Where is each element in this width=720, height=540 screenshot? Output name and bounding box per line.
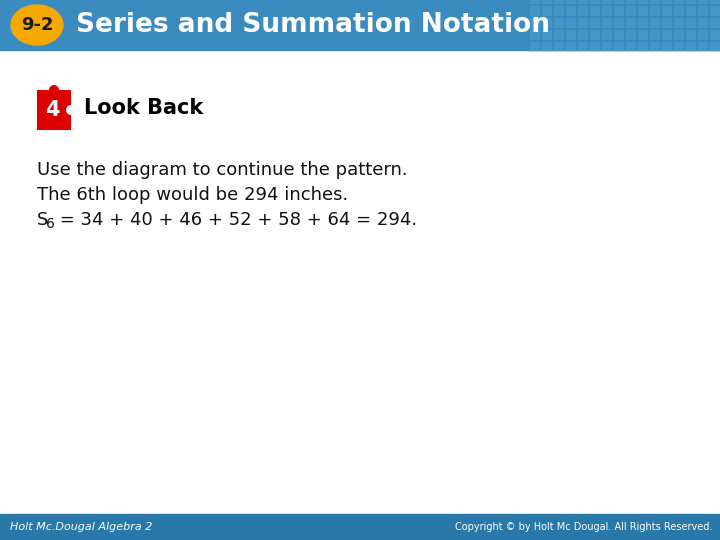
Bar [638, 42, 648, 52]
Text: Copyright © by Holt Mc Dougal. All Rights Reserved.: Copyright © by Holt Mc Dougal. All Right… [454, 522, 712, 532]
Bar [710, 18, 720, 28]
Bar [602, 0, 612, 4]
Bar [566, 30, 576, 40]
Bar [554, 42, 564, 52]
Bar [566, 42, 576, 52]
Text: = 34 + 40 + 46 + 52 + 58 + 64 = 294.: = 34 + 40 + 46 + 52 + 58 + 64 = 294. [54, 211, 417, 229]
Bar [698, 0, 708, 4]
Bar [554, 6, 564, 16]
Bar [602, 30, 612, 40]
Bar [37, 90, 71, 130]
Bar [710, 42, 720, 52]
Bar [674, 18, 684, 28]
Text: Series and Summation Notation: Series and Summation Notation [76, 12, 550, 38]
Bar [650, 42, 660, 52]
Bar [542, 0, 552, 4]
Bar [590, 42, 600, 52]
Bar [554, 18, 564, 28]
Ellipse shape [11, 5, 63, 45]
Bar [566, 6, 576, 16]
Bar [626, 6, 636, 16]
Bar [578, 6, 588, 16]
Text: Use the diagram to continue the pattern.: Use the diagram to continue the pattern. [37, 161, 408, 179]
Bar [674, 30, 684, 40]
Bar [698, 18, 708, 28]
Bar [602, 42, 612, 52]
Bar [578, 42, 588, 52]
Bar [614, 42, 624, 52]
Bar [650, 18, 660, 28]
Text: 9-2: 9-2 [21, 16, 53, 34]
Bar [662, 30, 672, 40]
Bar [602, 18, 612, 28]
Circle shape [66, 105, 76, 115]
Bar [710, 6, 720, 16]
Bar [542, 18, 552, 28]
Bar [554, 0, 564, 4]
Bar [698, 6, 708, 16]
Text: S: S [37, 211, 48, 229]
Bar [662, 18, 672, 28]
Bar [590, 0, 600, 4]
Bar [686, 30, 696, 40]
Bar [590, 18, 600, 28]
Text: Look Back: Look Back [84, 98, 203, 118]
Bar [662, 42, 672, 52]
Bar [578, 30, 588, 40]
Bar [626, 0, 636, 4]
Bar [614, 30, 624, 40]
Text: 4: 4 [45, 100, 59, 120]
Text: Holt Mc.Dougal Algebra 2: Holt Mc.Dougal Algebra 2 [10, 522, 153, 532]
Bar [650, 6, 660, 16]
Bar [650, 30, 660, 40]
Bar [686, 42, 696, 52]
Bar [578, 18, 588, 28]
Bar [662, 6, 672, 16]
Bar [662, 0, 672, 4]
Text: The 6th loop would be 294 inches.: The 6th loop would be 294 inches. [37, 186, 348, 204]
Bar [602, 6, 612, 16]
Bar [686, 18, 696, 28]
Bar [626, 42, 636, 52]
Bar [698, 42, 708, 52]
Bar [674, 42, 684, 52]
Bar [626, 18, 636, 28]
Bar [710, 30, 720, 40]
Bar [542, 30, 552, 40]
Bar [674, 0, 684, 4]
Bar [638, 30, 648, 40]
Bar [674, 6, 684, 16]
Bar [650, 0, 660, 4]
Bar [614, 0, 624, 4]
Bar [542, 42, 552, 52]
Bar [566, 18, 576, 28]
Bar [686, 6, 696, 16]
Bar [590, 30, 600, 40]
Bar [626, 30, 636, 40]
Bar [710, 0, 720, 4]
Bar [530, 18, 540, 28]
Bar [542, 6, 552, 16]
Bar [530, 42, 540, 52]
Bar [614, 6, 624, 16]
Bar [0, 0, 720, 50]
Bar [590, 6, 600, 16]
Text: 6: 6 [46, 217, 55, 231]
Bar [698, 30, 708, 40]
Bar [614, 18, 624, 28]
Bar [638, 18, 648, 28]
Bar [578, 0, 588, 4]
Bar [638, 6, 648, 16]
Bar [530, 0, 540, 4]
Bar [566, 0, 576, 4]
Bar [530, 6, 540, 16]
Bar [554, 30, 564, 40]
Bar [638, 0, 648, 4]
Circle shape [49, 85, 59, 95]
Bar [530, 30, 540, 40]
Bar [0, 514, 720, 540]
Bar [686, 0, 696, 4]
